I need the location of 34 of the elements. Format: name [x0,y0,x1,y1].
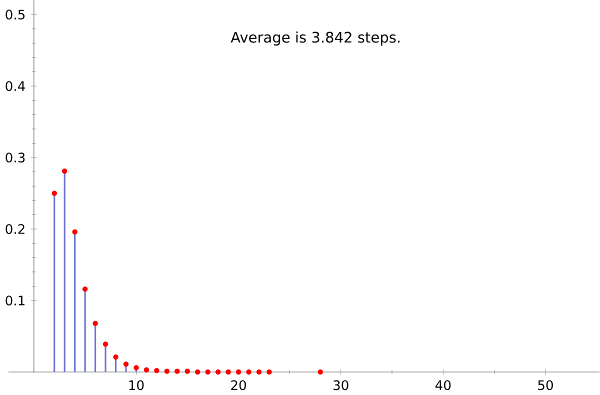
point [174,368,180,374]
point [154,368,160,374]
x-tick-label: 10 [129,380,144,390]
point [62,168,68,174]
y-tick-label: 0.4 [6,81,25,92]
x-tick-label: 40 [435,380,451,390]
point [52,190,57,196]
x-tick-label: 30 [334,380,348,390]
point [205,369,210,375]
y-tick-label: 0.3 [6,152,25,162]
point [318,369,324,375]
y-tick-label: 0.5 [6,10,25,20]
point [123,362,129,367]
point [236,369,242,375]
x-tick-label: 50 [538,380,553,390]
point [226,369,231,375]
y-tick-label: 0.1 [6,296,24,306]
point [184,368,190,374]
point [164,368,170,374]
point [194,369,200,375]
point [72,229,78,235]
point [102,342,108,347]
point [134,365,139,370]
x-tick-label: 20 [231,380,246,390]
point [82,286,88,292]
point [256,369,262,375]
point [144,367,150,372]
point [266,369,272,375]
point [215,369,221,375]
point [92,320,98,326]
point [113,354,118,360]
y-tick-label: 0.2 [6,224,24,234]
point [246,369,252,375]
annotation: Average is 3.842 steps. [230,31,400,46]
